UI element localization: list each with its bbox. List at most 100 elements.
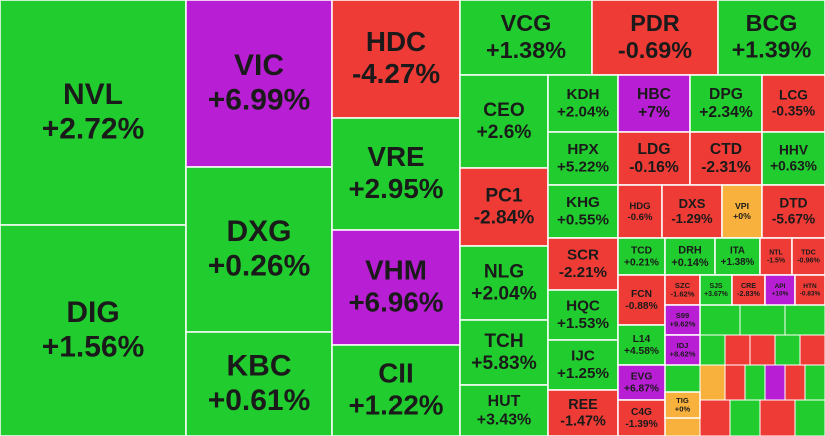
- tile: [547, 289, 619, 341]
- tile: [185, 331, 333, 436]
- tile: [761, 184, 825, 239]
- tile-value: -1.5%: [767, 258, 785, 265]
- tile: [794, 274, 825, 306]
- tile-label: NTL: [769, 250, 783, 257]
- tile-value: +9.62%: [670, 320, 696, 329]
- tile: [459, 245, 549, 321]
- tile: [547, 131, 619, 186]
- tile: [761, 131, 825, 186]
- tile-value: +2.04%: [471, 284, 536, 305]
- tile-label: C4G: [631, 407, 652, 418]
- tile: [664, 334, 701, 366]
- tile-label: ITA: [730, 246, 745, 257]
- tile-value: +0.55%: [557, 212, 609, 229]
- tile: [617, 131, 691, 186]
- tile-label: DTD: [779, 196, 807, 211]
- tile-value: +0.61%: [208, 384, 311, 417]
- tile-label: REE: [568, 397, 598, 413]
- tile-label: IDJ: [677, 341, 689, 350]
- tile-label: HUT: [488, 393, 521, 410]
- small-tile: [784, 364, 806, 401]
- tile: [547, 74, 619, 133]
- tile-value: +0%: [675, 405, 691, 414]
- tile-value: +4.58%: [624, 346, 659, 357]
- tile-value: +2.34%: [699, 104, 753, 121]
- tile-value: +2.6%: [477, 122, 532, 143]
- tile-label: TCH: [484, 331, 523, 352]
- small-tile: [699, 399, 731, 436]
- tile-value: +0.21%: [624, 257, 659, 268]
- small-tile: [749, 334, 776, 366]
- tile-value: +7%: [638, 104, 670, 121]
- tile-label: CEO: [483, 100, 525, 121]
- tile-label: DXG: [226, 215, 291, 248]
- tile: [664, 274, 701, 306]
- tile-label: FCN: [631, 289, 652, 300]
- tile-label: HDG: [629, 201, 650, 212]
- tile-value: +3.67%: [704, 291, 728, 298]
- tile-value: +5.83%: [471, 353, 536, 374]
- small-tile: [784, 304, 825, 336]
- tile-value: -0.83%: [800, 291, 821, 298]
- tile-value: -0.16%: [629, 159, 679, 176]
- tile-label: CII: [378, 358, 414, 389]
- tile-value: +0%: [733, 211, 751, 221]
- tile-label: VHM: [365, 255, 427, 286]
- small-tile: [724, 334, 751, 366]
- tile-value: -0.69%: [618, 37, 692, 63]
- tile-label: S99: [676, 311, 690, 320]
- tile: [547, 339, 619, 391]
- tile-label: KHG: [566, 194, 600, 211]
- tile-value: +1.56%: [42, 330, 145, 363]
- tile-label: VPI: [735, 201, 749, 211]
- tile: [331, 344, 461, 436]
- tile-label: IJC: [571, 348, 595, 365]
- tile-value: +1.39%: [732, 37, 812, 63]
- tile-value: +1.53%: [557, 315, 609, 332]
- tile-label: DXS: [679, 196, 706, 211]
- tile-label: PC1: [485, 186, 523, 207]
- tile-value: +0.14%: [671, 257, 708, 269]
- tile-label: VRE: [367, 141, 424, 172]
- tile-label: HPX: [567, 141, 598, 158]
- tile-label: DPG: [709, 86, 743, 103]
- tile-value: -0.96%: [797, 257, 820, 265]
- tile-value: +1.38%: [486, 37, 566, 63]
- small-tile: [759, 399, 796, 436]
- tile-value: -1.39%: [625, 419, 657, 430]
- tile-label: LCG: [779, 88, 808, 103]
- tile: [617, 364, 666, 401]
- tile-value: -0.6%: [628, 212, 653, 223]
- tile: [717, 0, 825, 76]
- tile: [459, 74, 549, 169]
- tile-label: NVL: [63, 78, 123, 111]
- small-tiles: [664, 304, 825, 436]
- tile-value: -1.47%: [560, 413, 606, 429]
- tile-value: +1.22%: [348, 390, 443, 421]
- small-tile: [739, 304, 786, 336]
- tile-label: HBC: [637, 86, 671, 103]
- tile-label: SJS: [709, 283, 722, 290]
- tile-label: LDG: [637, 141, 670, 158]
- small-tile: [774, 334, 801, 366]
- tile-value: -0.35%: [772, 103, 815, 118]
- small-tile: [804, 364, 825, 401]
- tile: [764, 274, 796, 306]
- tile: [689, 131, 763, 186]
- tile-label: PDR: [630, 10, 680, 36]
- tile-value: -1.62%: [670, 290, 694, 299]
- small-tile: [744, 364, 766, 401]
- tile-label: SCR: [567, 247, 599, 264]
- tile-value: +1.25%: [557, 365, 609, 382]
- tile-label: DRH: [678, 244, 702, 256]
- tile-label: API: [775, 283, 786, 290]
- tile-value: +1.38%: [721, 257, 755, 268]
- tile-value: +0.26%: [208, 249, 311, 282]
- tile: [0, 224, 187, 436]
- tile-value: +0.63%: [770, 158, 817, 173]
- tile-value: +10%: [772, 291, 789, 298]
- tile-label: TDC: [801, 248, 816, 256]
- small-tile: [699, 304, 741, 336]
- tile: [661, 184, 723, 239]
- tile-value: +2.04%: [557, 104, 609, 121]
